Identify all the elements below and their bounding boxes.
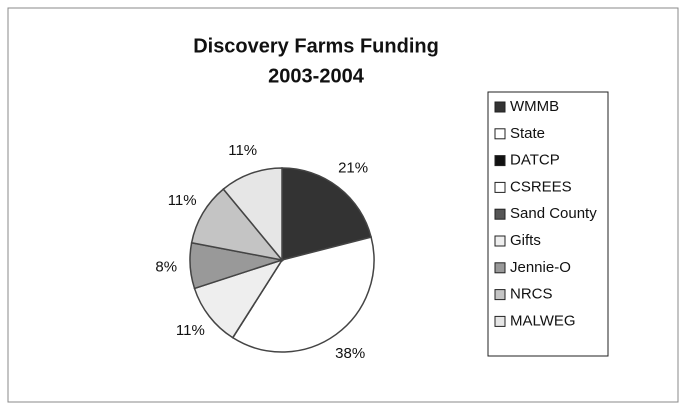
data-label: 11% [176, 322, 205, 339]
legend-label: NRCS [510, 286, 553, 303]
legend-box [487, 91, 609, 357]
data-label: 21% [338, 159, 368, 176]
legend-swatch [494, 289, 506, 301]
pie-slice [222, 167, 283, 263]
legend-swatch [494, 101, 506, 113]
legend-swatch [494, 128, 506, 140]
chart-subtitle: 2003-2004 [268, 65, 365, 87]
pie-slice [231, 236, 375, 353]
legend-swatch [494, 315, 506, 327]
legend-swatch [494, 235, 506, 247]
chart-title: Discovery Farms Funding [193, 35, 439, 57]
data-label: 11% [168, 192, 197, 209]
legend-swatch [494, 208, 506, 220]
legend-label: CSREES [510, 178, 572, 195]
legend-swatch [494, 262, 506, 274]
legend-label: MALWEG [510, 312, 576, 329]
legend-label: State [510, 125, 545, 142]
pie-slice [281, 167, 373, 261]
legend-label: DATCP [510, 152, 560, 169]
legend-label: WMMB [510, 98, 559, 115]
legend-label: Jennie-O [510, 259, 571, 276]
legend-swatch [494, 181, 506, 193]
data-label: 8% [155, 258, 177, 275]
legend-swatch [494, 155, 506, 167]
legend-label: Gifts [510, 232, 541, 249]
legend-label: Sand County [510, 205, 597, 222]
data-label: 11% [228, 142, 257, 159]
data-label: 38% [335, 345, 365, 362]
